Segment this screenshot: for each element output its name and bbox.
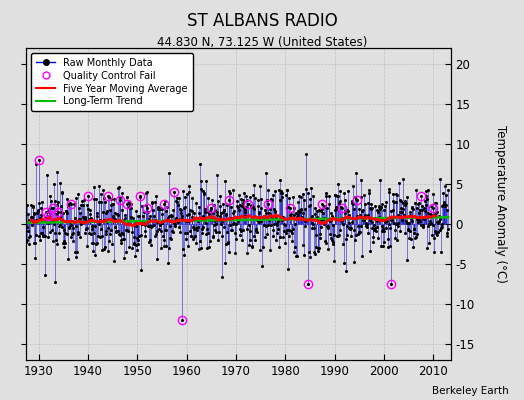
Y-axis label: Temperature Anomaly (°C): Temperature Anomaly (°C) — [494, 125, 507, 283]
Text: ST ALBANS RADIO: ST ALBANS RADIO — [187, 12, 337, 30]
Text: Berkeley Earth: Berkeley Earth — [432, 386, 508, 396]
Text: 44.830 N, 73.125 W (United States): 44.830 N, 73.125 W (United States) — [157, 36, 367, 49]
Legend: Raw Monthly Data, Quality Control Fail, Five Year Moving Average, Long-Term Tren: Raw Monthly Data, Quality Control Fail, … — [31, 53, 192, 111]
